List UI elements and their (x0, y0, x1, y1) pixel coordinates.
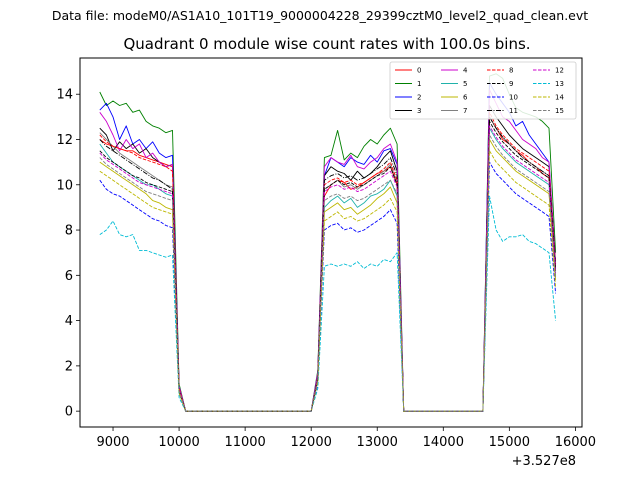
y-tick-label: 4 (65, 314, 73, 329)
series-line-15 (99, 134, 557, 412)
legend-label-6: 6 (463, 94, 468, 102)
x-tick-label: 12000 (291, 435, 332, 450)
series-line-6 (99, 139, 557, 412)
legend-label-1: 1 (417, 80, 421, 88)
data-file-suptitle: Data file: modeM0/AS1A10_101T19_90000042… (52, 8, 588, 23)
series-layer (99, 73, 557, 412)
legend-label-3: 3 (417, 107, 421, 115)
legend-frame (389, 61, 577, 120)
series-line-13 (99, 195, 557, 412)
legend-label-9: 9 (509, 80, 513, 88)
series-line-11 (99, 116, 557, 412)
y-tick-label: 0 (65, 405, 73, 420)
legend-label-4: 4 (463, 67, 468, 75)
legend-label-8: 8 (509, 67, 513, 75)
x-offset-label: +3.527e8 (512, 454, 576, 469)
y-tick-label: 2 (65, 359, 73, 374)
y-tick-label: 6 (65, 269, 73, 284)
legend-label-10: 10 (509, 94, 518, 102)
legend-label-0: 0 (417, 67, 421, 75)
legend-label-2: 2 (417, 94, 421, 102)
y-tick-label: 8 (65, 224, 73, 239)
y-tick-label: 12 (56, 133, 73, 148)
y-tick-label: 14 (56, 88, 73, 103)
series-line-10 (99, 161, 557, 412)
legend-label-14: 14 (555, 94, 564, 102)
x-tick-label: 11000 (224, 435, 265, 450)
y-tick-label: 10 (56, 178, 73, 193)
x-tick-label: 13000 (357, 435, 398, 450)
legend-label-5: 5 (463, 80, 467, 88)
chart-title: Quadrant 0 module wise count rates with … (123, 35, 530, 53)
legend-label-15: 15 (555, 107, 564, 115)
x-tick-label: 10000 (158, 435, 199, 450)
series-line-14 (99, 150, 557, 412)
series-line-12 (99, 125, 557, 412)
series-line-4 (99, 89, 557, 412)
x-tick-label: 16000 (555, 435, 596, 450)
series-line-8 (99, 111, 557, 412)
plot-area: 9000 10000 11000 12000 13000 14000 15000 16000 … (56, 57, 596, 469)
x-tick-label: 9000 (96, 435, 129, 450)
y-axis: 0 2 4 6 8 10 12 14 (56, 88, 80, 420)
x-tick-label: 15000 (489, 435, 530, 450)
legend-label-7: 7 (463, 107, 467, 115)
x-tick-label: 14000 (423, 435, 464, 450)
legend-label-11: 11 (509, 107, 518, 115)
series-line-9 (99, 120, 557, 412)
series-line-3 (99, 105, 557, 412)
axes-frame (79, 57, 583, 428)
x-axis: 9000 10000 11000 12000 13000 14000 15000 16000 (96, 427, 596, 450)
legend-label-12: 12 (555, 67, 564, 75)
legend-label-13: 13 (555, 80, 564, 88)
